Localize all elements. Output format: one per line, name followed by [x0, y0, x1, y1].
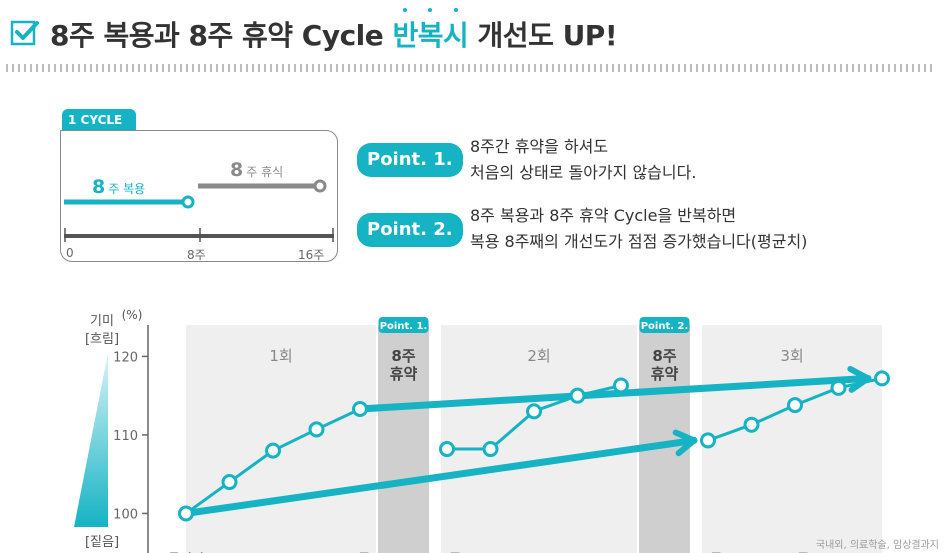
title-text-after: 개선도 UP!	[468, 19, 618, 52]
cycle-tag: 1 CYCLE	[62, 109, 136, 131]
point2-text: 8주 복용과 8주 휴약 Cycle을 반복하면 복용 8주째의 개선도가 점점…	[470, 203, 807, 255]
point1-badge: Point. 1.	[357, 143, 463, 177]
trend-arrow-head-0	[672, 429, 697, 457]
cycle-tick-8: 8주	[187, 248, 206, 262]
data-point-3-4	[874, 370, 890, 387]
phase-label-4-0: 3회	[780, 347, 803, 365]
source-note: 국내외, 의료학술, 임상결과지	[815, 540, 939, 551]
data-point-1-1	[221, 474, 238, 491]
data-point-3-0	[700, 432, 716, 449]
point1-text: 8주간 휴약을 하셔도 처음의 상태로 돌아가지 않습니다.	[470, 134, 696, 186]
trend-arrow-line-1	[356, 374, 872, 413]
phase-label-2-0: 2회	[527, 347, 550, 365]
emphasis-dots	[393, 8, 469, 12]
data-point-2-1	[482, 441, 499, 458]
point1-line2: 처음의 상태로 돌아가지 않습니다.	[470, 163, 697, 182]
phase-label-3-0: 8주	[652, 347, 676, 365]
point1-line1: 8주간 휴약을 하셔도	[470, 137, 609, 156]
title-highlight-text: 반복시	[392, 19, 469, 52]
cycle-box	[60, 130, 338, 262]
dotted-divider	[6, 64, 934, 72]
phase-band-0	[186, 325, 376, 553]
phase-point-tag-3	[639, 317, 690, 333]
data-point-3-1	[743, 416, 760, 433]
title-text-before: 8주 복용과 8주 휴약 Cycle	[50, 19, 393, 52]
y-unit: (%)	[122, 308, 143, 322]
trend-arrow-line-0	[182, 436, 698, 517]
cycle-timeline	[64, 179, 334, 242]
data-point-1-3	[308, 421, 325, 438]
phase-point-tag-1	[378, 317, 429, 333]
take-number: 8	[92, 176, 106, 198]
trend-arrow-head-1	[847, 365, 871, 393]
data-point-3-2	[787, 397, 803, 414]
data-point-2-2	[526, 403, 542, 420]
data-point-2-4	[613, 377, 629, 394]
checkbox-check-icon	[10, 20, 39, 46]
phase-label-0-0: 1회	[269, 347, 292, 365]
data-point-1-4	[352, 401, 368, 418]
point2-badge: Point. 2.	[357, 213, 463, 247]
cycle-tick-16: 16주	[298, 248, 325, 262]
phase-label-3-1: 휴약	[651, 365, 679, 383]
data-point-2-3	[569, 387, 586, 404]
y-tick-label-100: 100	[113, 507, 138, 522]
point2-line2: 복용 8주째의 개선도가 점점 증가했습니다(평균치)	[470, 232, 808, 251]
y-label-top-2: [흐림]	[85, 332, 119, 347]
take-text: 주 복용	[108, 182, 146, 196]
y-tick-label-120: 120	[113, 350, 138, 365]
header: 8주 복용과 8주 휴약 Cycle 반복시 개선도 UP!	[10, 8, 940, 54]
phase-point-label-1: Point. 1.	[380, 321, 428, 332]
cycle-tick-0: 0	[66, 246, 74, 260]
data-point-3-3	[830, 379, 847, 396]
phase-label-1-0: 8주	[391, 347, 415, 365]
data-point-1-0	[178, 505, 194, 522]
y-label-top-1: 기미	[90, 314, 114, 329]
density-gradient-wedge	[74, 353, 108, 527]
data-point-1-2	[265, 442, 281, 459]
rest-number: 8	[230, 159, 244, 181]
phase-label-1-1: 휴약	[390, 365, 418, 383]
y-tick-label-110: 110	[113, 429, 138, 444]
point2-line1: 8주 복용과 8주 휴약 Cycle을 반복하면	[470, 206, 737, 225]
page-title: 8주 복용과 8주 휴약 Cycle 반복시 개선도 UP!	[50, 8, 618, 54]
title-highlight: 반복시	[392, 8, 469, 52]
phase-point-label-3: Point. 2.	[641, 321, 689, 332]
y-label-bottom: [짙음]	[85, 535, 119, 550]
data-point-2-0	[439, 441, 455, 458]
phase-band-2	[441, 325, 637, 553]
phase-band-4	[702, 325, 882, 553]
rest-end-marker	[313, 179, 327, 193]
take-end-marker	[181, 195, 195, 209]
rest-text: 주 휴식	[246, 165, 284, 179]
phase-band-1	[378, 325, 429, 553]
